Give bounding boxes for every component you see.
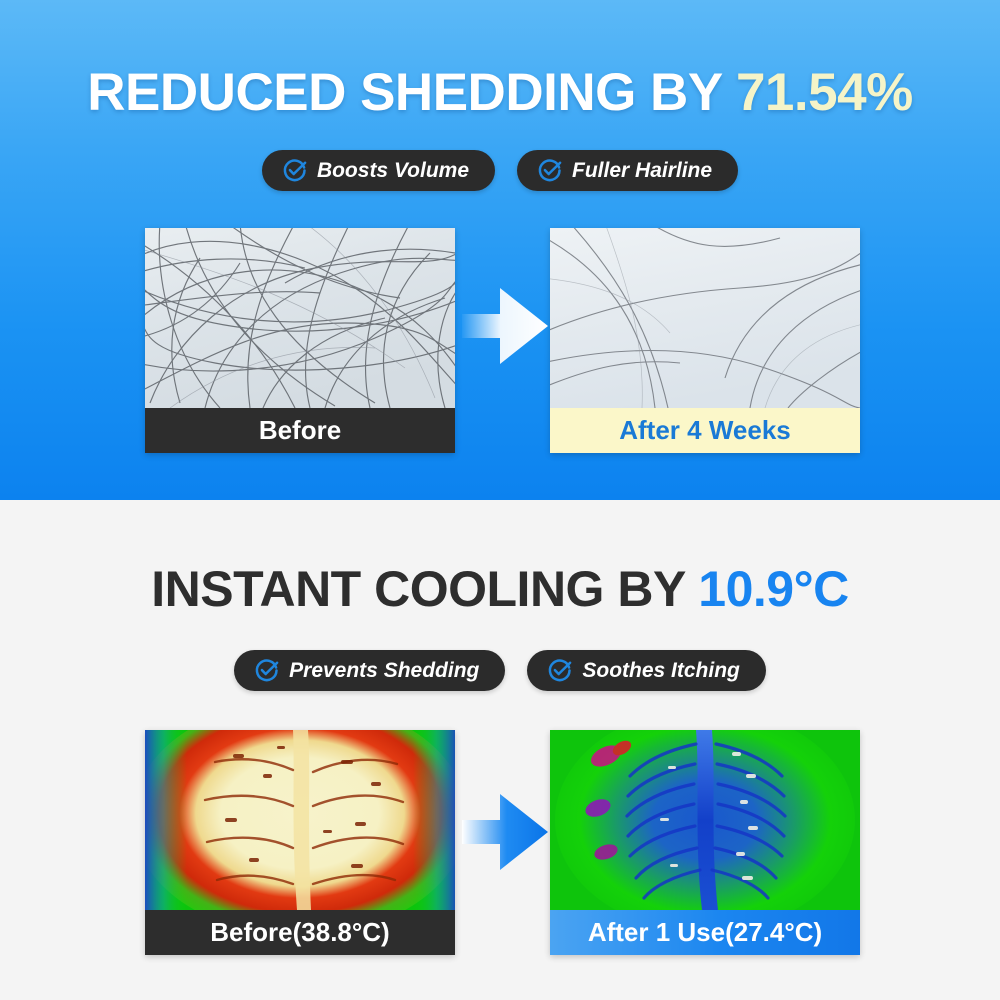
shedding-headline-prefix: REDUCED SHEDDING BY: [87, 63, 736, 122]
cooling-before-caption: Before(38.8°C): [145, 910, 455, 955]
badge-label: Boosts Volume: [316, 158, 470, 182]
shedding-before-caption: Before: [145, 408, 455, 453]
check-circle-icon: [254, 658, 279, 683]
hair-strands-sparse-photo: [550, 228, 860, 408]
cooling-headline: INSTANT COOLING BY 10.9°C: [0, 560, 1000, 618]
right-arrow-icon: [462, 788, 548, 876]
cooling-headline-prefix: INSTANT COOLING BY: [151, 561, 699, 617]
badge-label: Prevents Shedding: [289, 658, 480, 682]
badge-prevents-shedding[interactable]: Prevents Shedding: [234, 650, 506, 691]
cooling-comparison: Before(38.8°C): [0, 730, 1000, 965]
cooling-after-caption: After 1 Use(27.4°C): [550, 910, 860, 955]
shedding-after-caption: After 4 Weeks: [550, 408, 860, 453]
badge-label: Fuller Hairline: [572, 158, 713, 182]
cooling-headline-accent: 10.9°C: [698, 561, 849, 617]
check-circle-icon: [282, 158, 307, 183]
shedding-headline: REDUCED SHEDDING BY 71.54%: [0, 62, 1000, 123]
hair-strands-dense-photo: [145, 228, 455, 408]
shedding-before-panel: Before: [145, 228, 455, 453]
shedding-after-panel: After 4 Weeks: [550, 228, 860, 453]
badge-label: Soothes Itching: [582, 658, 740, 682]
badge-soothes-itching[interactable]: Soothes Itching: [527, 650, 766, 691]
shedding-headline-accent: 71.54%: [735, 63, 913, 122]
thermal-scalp-hot-photo: [145, 730, 455, 910]
right-arrow-icon: [462, 282, 548, 370]
check-circle-icon: [547, 658, 572, 683]
cooling-after-panel: After 1 Use(27.4°C): [550, 730, 860, 955]
shedding-comparison: Before: [0, 228, 1000, 463]
badge-boosts-volume[interactable]: Boosts Volume: [261, 150, 496, 191]
badge-fuller-hairline[interactable]: Fuller Hairline: [517, 150, 739, 191]
cooling-before-panel: Before(38.8°C): [145, 730, 455, 955]
cooling-badge-row: Prevents Shedding Soothes Itching: [0, 650, 1000, 691]
shedding-badge-row: Boosts Volume Fuller Hairline: [0, 150, 1000, 191]
check-circle-icon: [537, 158, 562, 183]
shedding-section: REDUCED SHEDDING BY 71.54% Boosts Volume: [0, 0, 1000, 500]
thermal-scalp-cool-photo: [550, 730, 860, 910]
